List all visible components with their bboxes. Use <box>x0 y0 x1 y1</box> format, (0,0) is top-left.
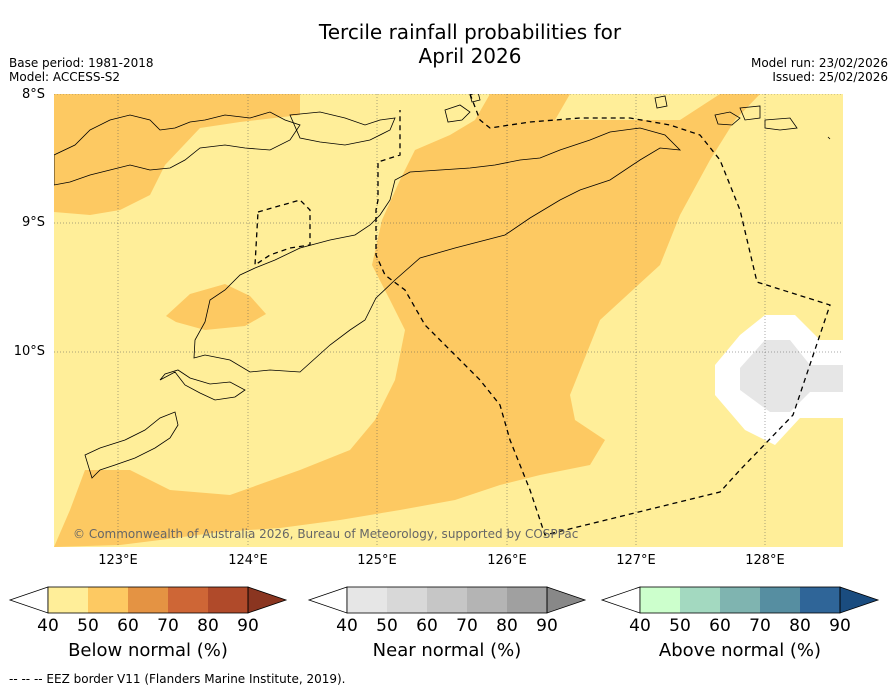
above-normal-swatch-60 <box>720 587 760 613</box>
lon-label-124e: 124°E <box>228 553 268 568</box>
small-island-1 <box>444 104 471 123</box>
metadata-left: Base period: 1981-2018 Model: ACCESS-S2 <box>9 56 154 84</box>
small-island-6 <box>764 117 798 131</box>
metadata-right: Model run: 23/02/2026 Issued: 25/02/2026 <box>751 56 888 84</box>
above-normal-title: Above normal (%) <box>658 640 822 661</box>
small-island-3 <box>654 95 668 109</box>
below-normal-swatch-80 <box>208 587 248 613</box>
coastlines <box>54 94 831 479</box>
below-normal-tick-70: 70 <box>157 616 179 636</box>
base-period: Base period: 1981-2018 <box>9 56 154 70</box>
issued-date: Issued: 25/02/2026 <box>772 70 888 84</box>
below-normal-tick-50: 50 <box>77 616 99 636</box>
timor-coastline <box>193 127 682 373</box>
above-normal-tick-70: 70 <box>749 616 771 636</box>
above-normal-tick-80: 80 <box>789 616 811 636</box>
lon-label-127e: 127°E <box>616 553 656 568</box>
near-normal-swatch-70 <box>467 587 507 613</box>
lon-label-123e: 123°E <box>98 553 138 568</box>
map-title: Tercile rainfall probabilities for April… <box>0 20 896 68</box>
near-normal-over-arrow <box>546 586 587 614</box>
near-normal-under-arrow <box>307 586 348 614</box>
near-normal-tick-90: 90 <box>536 616 558 636</box>
above-normal-colorbar-border <box>639 586 841 614</box>
rote-coastline <box>159 369 246 401</box>
lon-label-128e: 128°E <box>745 553 785 568</box>
wetar-coastline <box>289 111 396 146</box>
above-normal-tick-90: 90 <box>829 616 851 636</box>
small-island-2 <box>469 94 481 103</box>
lon-label-126e: 126°E <box>487 553 527 568</box>
above-normal-over-arrow <box>839 586 880 614</box>
small-island-7 <box>827 136 831 140</box>
below-normal-title: Below normal (%) <box>68 640 228 661</box>
below-normal-colorbar-border <box>47 586 249 614</box>
above-normal-under-arrow <box>600 586 641 614</box>
savu-coastline <box>84 411 179 479</box>
title-line-2: April 2026 <box>418 44 522 68</box>
near-normal-tick-60: 60 <box>416 616 438 636</box>
graticule <box>54 94 843 547</box>
below-normal-over-arrow <box>247 586 288 614</box>
near-normal-tick-40: 40 <box>336 616 358 636</box>
lat-label-8s: 8°S <box>21 87 45 102</box>
rain-50-60-region-central <box>54 94 760 547</box>
rain-50-60-region-northwest <box>54 94 300 215</box>
near-normal-tick-50: 50 <box>376 616 398 636</box>
above-normal-swatch-80 <box>800 587 840 613</box>
above-normal-tick-50: 50 <box>669 616 691 636</box>
near-normal-swatch-50 <box>387 587 427 613</box>
eez-legend-footer: -- -- -- EEZ border V11 (Flanders Marine… <box>9 672 346 686</box>
below-normal-tick-40: 40 <box>37 616 59 636</box>
below-normal-tick-80: 80 <box>197 616 219 636</box>
near-normal-tick-70: 70 <box>456 616 478 636</box>
near-normal-colorbar-border <box>346 586 548 614</box>
below-normal-under-arrow <box>8 586 49 614</box>
below-normal-swatch-40 <box>48 587 88 613</box>
small-island-5 <box>739 105 761 121</box>
lon-label-125e: 125°E <box>357 553 397 568</box>
below-normal-tick-60: 60 <box>117 616 139 636</box>
near-normal-swatch-80 <box>507 587 547 613</box>
title-line-1: Tercile rainfall probabilities for <box>318 20 622 44</box>
above-normal-tick-60: 60 <box>709 616 731 636</box>
rain-50-60-region-patch <box>166 284 266 330</box>
below-normal-tick-90: 90 <box>237 616 259 636</box>
above-normal-swatch-50 <box>680 587 720 613</box>
below-normal-swatch-60 <box>128 587 168 613</box>
lat-label-10s: 10°S <box>13 344 45 359</box>
model-run: Model run: 23/02/2026 <box>750 56 888 70</box>
copyright-notice: © Commonwealth of Australia 2026, Bureau… <box>73 527 579 541</box>
above-normal-swatch-40 <box>640 587 680 613</box>
near-normal-40-50-region <box>740 340 843 412</box>
flores-coastline <box>54 111 301 186</box>
above-normal-tick-40: 40 <box>629 616 651 636</box>
model-name: Model: ACCESS-S2 <box>9 70 121 84</box>
eez-border <box>254 94 831 536</box>
near-normal-title: Near normal (%) <box>372 640 522 661</box>
near-normal-swatch-40 <box>347 587 387 613</box>
near-normal-swatch-60 <box>427 587 467 613</box>
above-normal-swatch-70 <box>760 587 800 613</box>
below-normal-swatch-70 <box>168 587 208 613</box>
near-normal-tick-80: 80 <box>496 616 518 636</box>
below-normal-swatch-50 <box>88 587 128 613</box>
small-island-4 <box>714 111 741 126</box>
lat-label-9s: 9°S <box>21 215 45 230</box>
